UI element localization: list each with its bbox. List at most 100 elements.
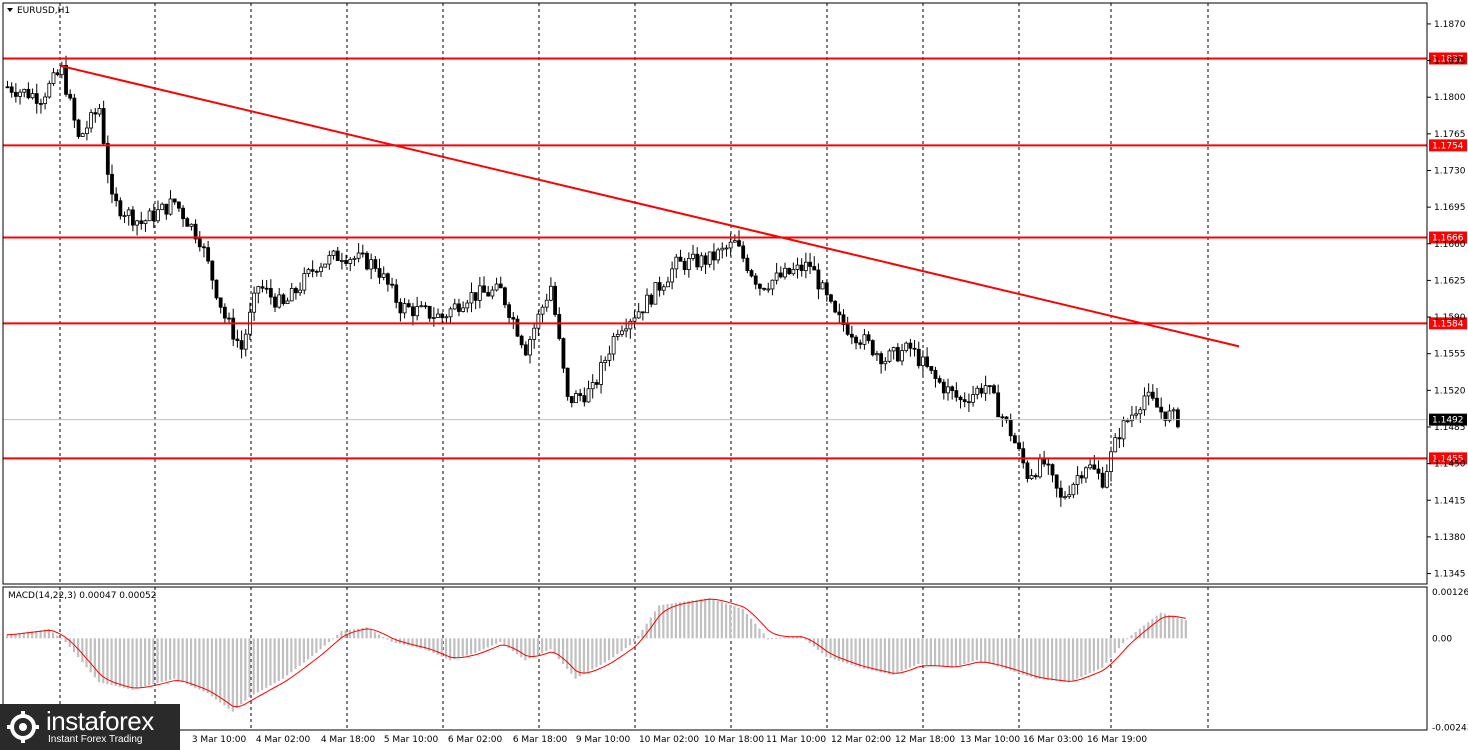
current-price-label: 1.1492 bbox=[1432, 416, 1464, 426]
candle-body bbox=[987, 385, 992, 388]
candle-body bbox=[319, 266, 323, 273]
macd-histogram-bar bbox=[93, 638, 96, 678]
macd-histogram-bar bbox=[653, 611, 657, 639]
macd-histogram-bar bbox=[1147, 622, 1150, 639]
macd-histogram-bar bbox=[219, 638, 222, 703]
macd-histogram-bar bbox=[532, 638, 535, 657]
macd-histogram-bar bbox=[662, 604, 665, 639]
macd-histogram-bar bbox=[64, 638, 67, 642]
candle-body bbox=[348, 259, 353, 264]
macd-histogram-bar bbox=[741, 609, 744, 639]
candle-body bbox=[737, 240, 741, 247]
macd-histogram-bar bbox=[260, 638, 264, 691]
macd-histogram-bar bbox=[557, 638, 560, 660]
candle-body bbox=[444, 316, 449, 319]
macd-histogram-bar bbox=[1076, 638, 1079, 679]
time-tick-label: 3 Mar 10:00 bbox=[192, 735, 247, 745]
dropdown-arrow-icon[interactable] bbox=[7, 8, 13, 12]
macd-histogram-bar bbox=[440, 638, 443, 657]
macd-histogram-bar bbox=[348, 629, 351, 639]
price-tick-label: 1.1730 bbox=[1434, 166, 1466, 176]
macd-histogram-bar bbox=[808, 638, 811, 644]
candle-body bbox=[1163, 411, 1168, 421]
candle-body bbox=[377, 268, 382, 278]
candle-body bbox=[1038, 458, 1042, 478]
candle-body bbox=[657, 282, 662, 291]
macd-histogram-bar bbox=[637, 635, 640, 639]
macd-histogram-bar bbox=[854, 638, 857, 667]
macd-histogram-bar bbox=[77, 638, 80, 658]
candle-body bbox=[749, 270, 754, 277]
macd-histogram-bar bbox=[729, 604, 732, 639]
macd-histogram-bar bbox=[118, 638, 122, 687]
macd-histogram-bar bbox=[1096, 638, 1100, 670]
macd-histogram-bar bbox=[486, 638, 489, 648]
candle-body bbox=[431, 317, 436, 319]
macd-histogram-bar bbox=[231, 638, 234, 712]
candle-body bbox=[799, 264, 804, 272]
candle-body bbox=[490, 289, 495, 297]
candle-body bbox=[268, 288, 273, 298]
candle-body bbox=[436, 313, 440, 318]
candle-body bbox=[636, 311, 641, 319]
macd-histogram-bar bbox=[716, 600, 719, 639]
candle-body bbox=[950, 386, 955, 392]
macd-histogram-bar bbox=[469, 638, 473, 655]
candle-body bbox=[482, 285, 486, 293]
macd-histogram-bar bbox=[791, 636, 795, 639]
time-tick-label: 6 Mar 18:00 bbox=[513, 735, 568, 745]
candle-body bbox=[523, 344, 528, 356]
candle-body bbox=[1092, 464, 1097, 470]
candle-body bbox=[406, 303, 411, 308]
macd-histogram-bar bbox=[164, 638, 168, 681]
price-tick-label: 1.1765 bbox=[1434, 130, 1466, 140]
level-price-tag bbox=[1429, 139, 1467, 152]
candle-body bbox=[494, 283, 499, 291]
macd-histogram-bar bbox=[871, 638, 874, 671]
macd-histogram-bar bbox=[541, 638, 544, 653]
macd-tick-label: 0.00 bbox=[1432, 634, 1452, 644]
macd-histogram-bar bbox=[306, 638, 310, 660]
candle-body bbox=[22, 88, 27, 93]
candle-body bbox=[323, 263, 328, 268]
macd-histogram-bar bbox=[1059, 638, 1062, 682]
macd-histogram-bar bbox=[933, 638, 937, 666]
trend-line[interactable] bbox=[60, 64, 1240, 348]
macd-histogram-bar bbox=[265, 638, 268, 688]
candle-body bbox=[946, 386, 950, 394]
candle-body bbox=[1058, 487, 1063, 498]
candle-body bbox=[762, 287, 766, 290]
candle-body bbox=[423, 305, 428, 308]
macd-histogram-bar bbox=[382, 637, 385, 639]
macd-histogram-bar bbox=[394, 638, 397, 643]
candle-body bbox=[385, 273, 390, 285]
candle-body bbox=[1079, 475, 1084, 479]
candle-body bbox=[1104, 471, 1109, 488]
macd-histogram-bar bbox=[913, 638, 916, 666]
macd-histogram-bar bbox=[503, 638, 506, 646]
macd-histogram-bar bbox=[996, 638, 999, 667]
macd-histogram-bar bbox=[616, 638, 619, 655]
candle-body bbox=[774, 272, 779, 281]
macd-histogram-bar bbox=[528, 638, 531, 659]
macd-histogram-bar bbox=[1025, 638, 1029, 676]
macd-histogram-bar bbox=[373, 632, 377, 639]
macd-histogram-bar bbox=[587, 638, 590, 672]
candle-body bbox=[528, 339, 532, 356]
candle-body bbox=[544, 299, 549, 308]
macd-histogram-bar bbox=[1163, 613, 1167, 639]
candle-body bbox=[1054, 474, 1059, 489]
macd-histogram-bar bbox=[419, 638, 423, 649]
candle-body bbox=[854, 336, 858, 344]
macd-histogram-bar bbox=[240, 638, 243, 705]
macd-histogram-bar bbox=[800, 636, 803, 639]
macd-histogram-bar bbox=[1038, 638, 1041, 680]
candle-body bbox=[808, 261, 812, 267]
candle-body bbox=[883, 360, 888, 365]
macd-histogram-bar bbox=[875, 638, 878, 672]
candle-body bbox=[732, 240, 737, 243]
candle-body bbox=[139, 220, 144, 224]
macd-histogram-bar bbox=[198, 638, 201, 690]
candle-body bbox=[624, 328, 629, 332]
candle-body bbox=[879, 353, 884, 365]
